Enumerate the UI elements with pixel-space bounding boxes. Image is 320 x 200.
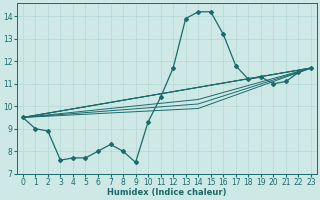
- X-axis label: Humidex (Indice chaleur): Humidex (Indice chaleur): [107, 188, 227, 197]
